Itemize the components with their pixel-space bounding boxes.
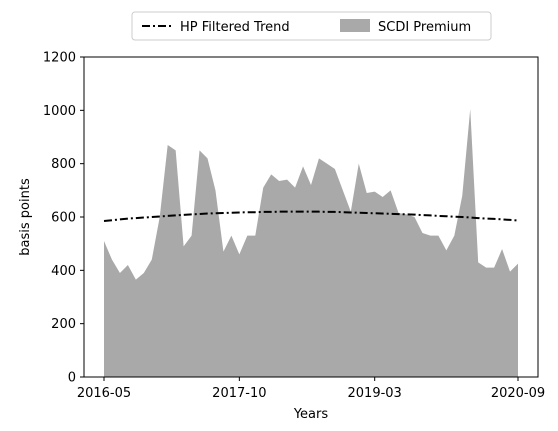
y-tick-label: 0 [68,371,76,386]
legend-box [131,11,492,41]
x-axis-label: Years [293,407,329,422]
x-tick-label: 2016-05 [77,386,131,401]
y-tick-label: 600 [51,211,76,226]
legend-trend-label: HP Filtered Trend [180,20,290,35]
y-axis: 0 200 400 600 800 1000 1200 [43,51,84,386]
y-tick-label: 1000 [43,104,76,119]
y-tick-label: 1200 [43,51,76,66]
scdi-premium-area [104,109,518,377]
x-tick-label: 2017-10 [212,386,266,401]
x-tick-label: 2020-09 [491,386,545,401]
legend-premium-label: SCDI Premium [378,20,471,35]
x-axis: 2016-05 2017-10 2019-03 2020-09 [77,377,545,401]
y-tick-label: 800 [51,157,76,172]
legend-premium-swatch [340,19,370,32]
plot-frame [83,56,539,378]
plot-area [103,109,519,377]
y-tick-label: 200 [51,317,76,332]
legend: HP Filtered Trend SCDI Premium [131,11,492,41]
y-tick-label: 400 [51,264,76,279]
x-tick-label: 2019-03 [348,386,402,401]
hp-filtered-trend-line [103,210,519,222]
y-axis-label: basis points [18,178,33,256]
